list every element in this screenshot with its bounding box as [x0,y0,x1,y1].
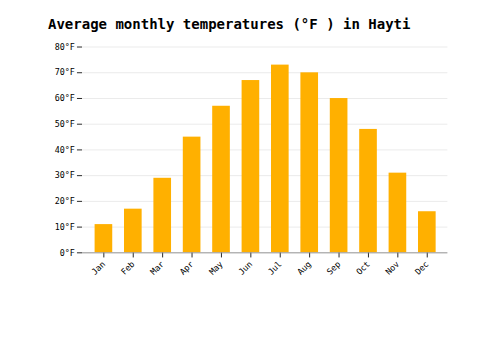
html-text:Average monthly temperatures (: Average monthly temperatures (°F ) in Ha… [48,16,411,32]
svg-text:Sep: Sep [325,259,343,277]
svg-text:60°F: 60°F [55,93,75,103]
svg-text:Aug: Aug [295,259,313,277]
svg-text:Mar: Mar [148,259,166,277]
svg-text:70°F: 70°F [55,67,75,77]
svg-text:Jun: Jun [236,259,254,277]
svg-text:Nov: Nov [383,259,401,277]
svg-text:30°F: 30°F [55,170,75,180]
svg-text:Dec: Dec [413,259,431,277]
svg-text:May: May [207,259,225,277]
svg-text:20°F: 20°F [55,196,75,206]
svg-text:Jul: Jul [266,259,284,277]
svg-text:10°F: 10°F [55,222,75,232]
svg-text:50°F: 50°F [55,119,75,129]
svg-text:80°F: 80°F [55,42,75,52]
svg-text:0°F: 0°F [60,248,75,258]
svg-text:40°F: 40°F [55,145,75,155]
svg-text:Feb: Feb [119,259,137,277]
svg-text:Jan: Jan [89,259,107,277]
svg-text:Apr: Apr [178,259,196,277]
svg-text:Oct: Oct [354,259,372,277]
